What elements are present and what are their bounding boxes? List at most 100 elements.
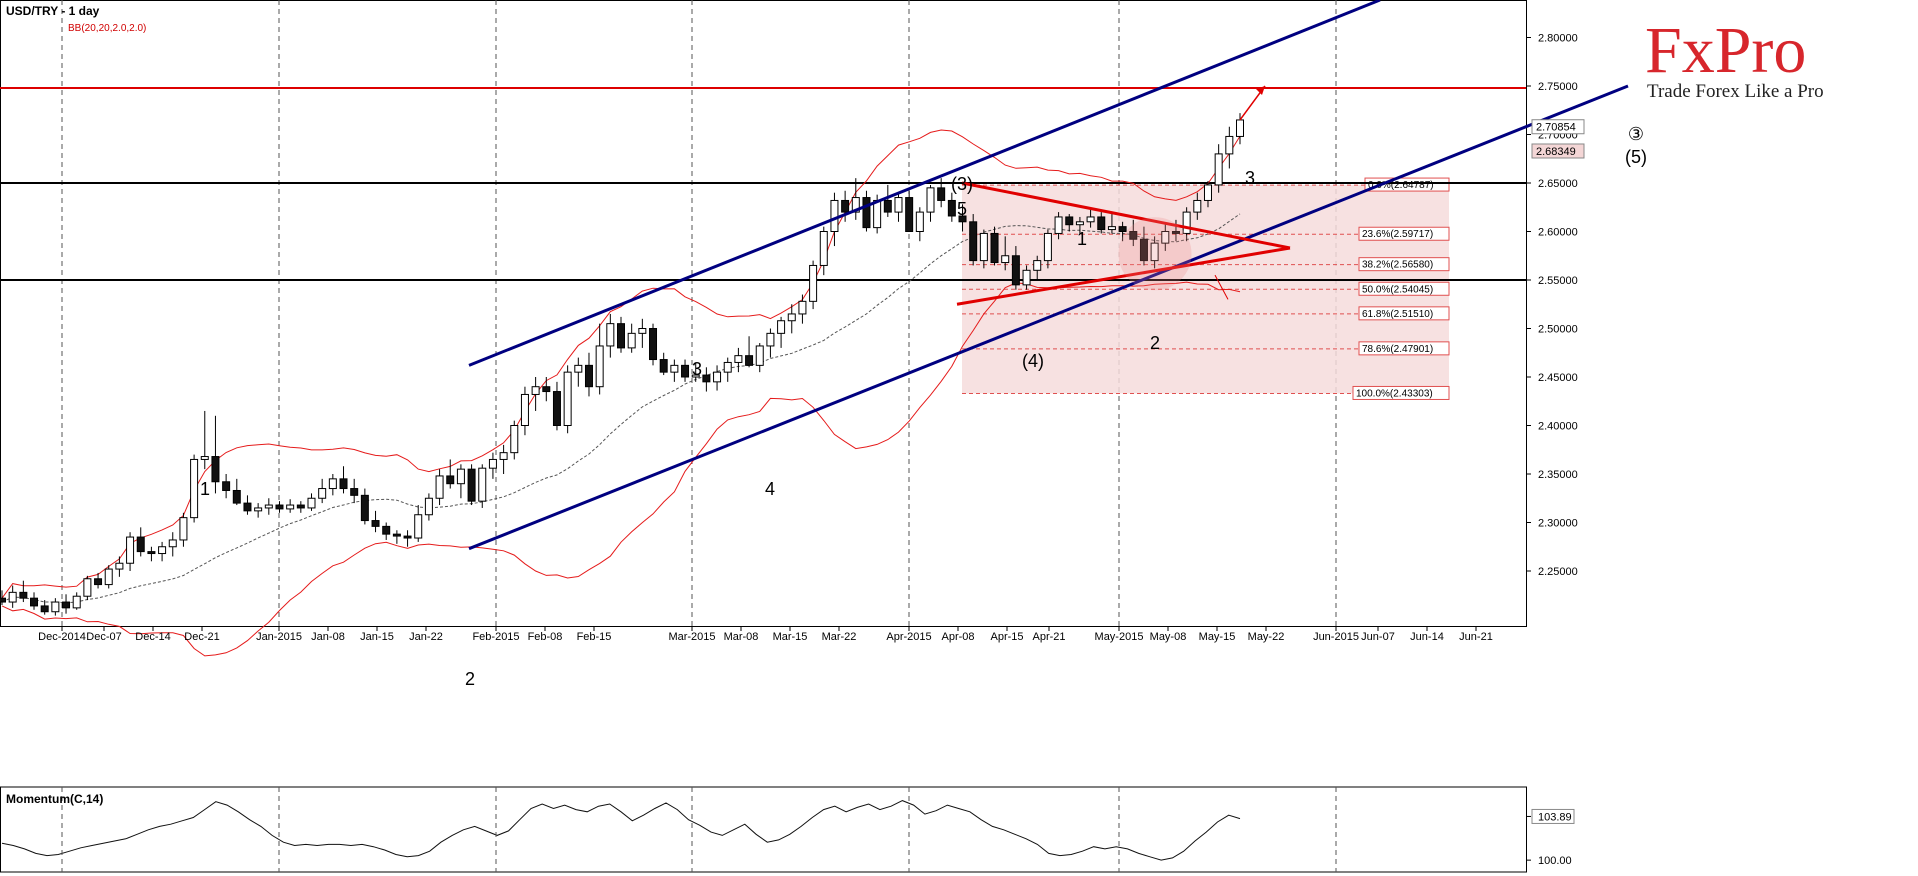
- y-tick-label: 2.80000: [1538, 33, 1578, 45]
- logo-brand: FxPro: [1645, 14, 1806, 87]
- x-tick-label: May-08: [1150, 631, 1187, 643]
- wave-label: 5: [957, 199, 967, 219]
- fibonacci-label: 100.0%(2.43303): [1356, 388, 1433, 399]
- candle-body: [1043, 232, 1052, 262]
- candle: [979, 229, 988, 269]
- momentum-panel: 103.89 100.00: [0, 786, 1575, 873]
- candle-body: [702, 374, 711, 383]
- candle: [510, 420, 519, 460]
- candle-body: [83, 578, 92, 597]
- candle-body: [798, 300, 807, 315]
- x-tick-label: Mar-08: [724, 631, 759, 643]
- bollinger-upper: [1, 129, 1241, 599]
- candle-body: [467, 468, 476, 502]
- candle: [296, 501, 305, 513]
- candle-body: [1203, 184, 1212, 201]
- candle: [947, 192, 956, 222]
- candle: [40, 600, 49, 615]
- candle: [83, 575, 92, 601]
- momentum-line: [1, 800, 1241, 861]
- candle-body: [755, 345, 764, 366]
- candle: [617, 316, 625, 353]
- candle-body: [766, 332, 775, 347]
- candle: [488, 452, 497, 479]
- fibonacci-label: 38.2%(2.56580): [1362, 260, 1433, 271]
- candle: [1150, 236, 1159, 269]
- momentum-tick-label: 103.89: [1538, 811, 1572, 823]
- candle: [254, 503, 263, 518]
- candle-body: [190, 458, 199, 519]
- candle: [51, 598, 60, 616]
- candle-body: [1086, 216, 1095, 223]
- candle: [467, 464, 476, 506]
- x-tick-label: May-22: [1248, 631, 1285, 643]
- fibonacci-label-box: [1358, 281, 1450, 296]
- candle-body: [1097, 216, 1106, 231]
- candle: [552, 381, 561, 431]
- candle-body: [990, 232, 999, 264]
- candle-body: [307, 497, 316, 509]
- x-tick-label: Apr-08: [941, 631, 974, 643]
- y-tick-label: 2.45000: [1538, 372, 1578, 384]
- candle: [691, 362, 700, 382]
- candle-body: [819, 231, 828, 266]
- candle-body: [360, 494, 369, 522]
- candle-body: [1033, 260, 1042, 271]
- candle-body: [1225, 135, 1234, 155]
- candle: [1225, 126, 1234, 169]
- y-tick-label: 2.75000: [1538, 81, 1578, 93]
- candle: [1086, 207, 1095, 228]
- candle-body: [371, 520, 380, 527]
- fibonacci-label: 78.6%(2.47901): [1362, 344, 1433, 355]
- candle-body: [745, 355, 754, 366]
- price-label-box: [1531, 143, 1585, 159]
- candle: [926, 184, 935, 222]
- x-tick-label: May-2015: [1095, 631, 1144, 643]
- candle-body: [435, 475, 444, 499]
- fibonacci-label-box: [1358, 226, 1450, 241]
- candle-body: [681, 364, 690, 378]
- y-tick-label: 2.55000: [1538, 275, 1578, 287]
- candle-body: [563, 371, 572, 426]
- fibonacci-label-box: [1358, 341, 1450, 356]
- candle: [745, 336, 754, 368]
- candle-body: [1161, 231, 1170, 244]
- candle-body: [211, 456, 220, 483]
- candle: [1214, 144, 1223, 193]
- candle: [905, 190, 914, 233]
- candle: [798, 294, 807, 324]
- candle: [147, 546, 156, 562]
- candle-body: [200, 456, 209, 460]
- candle-body: [1054, 216, 1063, 234]
- candle: [339, 466, 348, 494]
- candle: [542, 377, 551, 402]
- candle-body: [691, 374, 700, 378]
- candle: [1171, 219, 1180, 242]
- y-tick-label: 2.65000: [1538, 178, 1578, 190]
- candle-body: [1022, 269, 1031, 286]
- y-tick-label: 2.30000: [1538, 518, 1578, 530]
- candle-body: [328, 478, 337, 490]
- candle: [841, 190, 850, 222]
- candle: [222, 474, 231, 499]
- candlesticks: [0, 113, 1244, 616]
- candle: [435, 469, 444, 506]
- price-label-box: [1531, 119, 1585, 135]
- x-tick-label: Apr-15: [990, 631, 1023, 643]
- candle-body: [19, 591, 28, 599]
- candle-body: [456, 468, 465, 485]
- candle: [1182, 207, 1191, 242]
- wave-label: 1: [1077, 229, 1087, 249]
- x-tick-label: Jun-2015: [1313, 631, 1359, 643]
- candle-body: [787, 313, 796, 322]
- candle-body: [392, 533, 401, 537]
- candle-body: [179, 517, 188, 541]
- candle-body: [659, 359, 668, 373]
- triangle-upper-line: [961, 181, 1291, 250]
- x-tick-label: Dec-21: [184, 631, 219, 643]
- candle: [1065, 214, 1074, 232]
- bollinger-bands: [1, 129, 1241, 657]
- x-tick-label: Jun-07: [1361, 631, 1395, 643]
- candle-body: [339, 478, 348, 490]
